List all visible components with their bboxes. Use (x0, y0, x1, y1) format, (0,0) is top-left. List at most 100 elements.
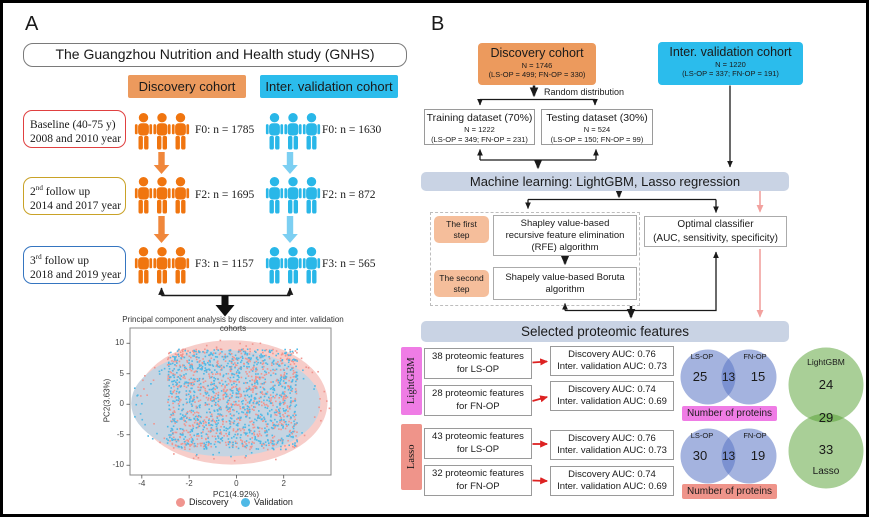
venn1-left-label: LS-OP (690, 352, 714, 361)
y-axis-tick-label: 0 (119, 399, 124, 409)
y-axis-tick-label: 10 (115, 338, 124, 348)
stage-box-followup3: 3rd follow up 2018 and 2019 year (23, 246, 126, 284)
box-n: N = 1746 (521, 61, 553, 70)
venn1-caption: Number of proteins (682, 406, 777, 421)
optimal-classifier-box: Optimal classifier (AUC, sensitivity, sp… (644, 216, 787, 247)
classifier-line2: (AUC, sensitivity, specificity) (653, 232, 778, 244)
feature-count: 32 proteomic features (432, 468, 524, 479)
box-title: Testing dataset (30%) (546, 112, 648, 124)
box-n: N = 1220 (715, 60, 746, 69)
feature-target: for LS-OP (456, 443, 500, 455)
x-axis-tick-label: -4 (138, 479, 146, 488)
venn-models-top-count: 24 (818, 377, 834, 392)
selected-features-bar: Selected proteomic features (421, 321, 789, 342)
x-axis-tick-label: -2 (185, 479, 193, 488)
venn-models-overlap-count: 29 (818, 410, 834, 425)
venn2-left-label: LS-OP (690, 431, 714, 440)
people-validation-f2-icon (265, 177, 321, 214)
auc-box-3: Discovery AUC: 0.76 Inter. validation AU… (550, 430, 674, 460)
validation-cohort-box: Inter. validation cohort N = 1220 (LS-OP… (658, 42, 803, 85)
testing-dataset-box: Testing dataset (30%) N = 524 (LS-OP = 1… (541, 109, 653, 145)
venn2-right-count: 19 (750, 448, 766, 463)
auc-validation: Inter. validation AUC: 0.73 (557, 445, 667, 456)
step1-line2: step (453, 229, 470, 240)
machine-learning-bar: Machine learning: LightGBM, Lasso regres… (421, 172, 789, 191)
converge-bracket (158, 287, 294, 297)
box-detail: (LS-OP = 499; FN-OP = 330) (488, 70, 586, 79)
stage-box-baseline: Baseline (40-75 y) 2008 and 2010 year (23, 110, 126, 148)
y-axis-tick-label: -10 (112, 460, 124, 470)
discovery-f0-count: F0: n = 1785 (195, 124, 255, 136)
panelb-connectors (477, 85, 733, 319)
auc-discovery: Discovery AUC: 0.74 (568, 468, 656, 480)
box-title: Discovery cohort (490, 46, 584, 60)
venn1-overlap-count: 13 (721, 370, 736, 384)
step2-box: The second step (434, 270, 489, 297)
venn1-left-count: 25 (692, 369, 708, 384)
auc-box-4: Discovery AUC: 0.74 Inter. validation AU… (550, 466, 674, 496)
axis-tick-marks (126, 342, 285, 479)
stage-line2: 2008 and 2010 year (30, 133, 122, 146)
people-validation-f3-icon (265, 247, 321, 284)
people-discovery-f0-icon (134, 113, 190, 150)
pca-title: Principal component analysis by discover… (122, 315, 344, 333)
venn-models-bottom-label: Lasso (812, 466, 840, 477)
auc-discovery: Discovery AUC: 0.76 (568, 432, 656, 444)
boruta-line1: Shapely value-based Boruta (505, 271, 625, 283)
y-axis-tick-label: 5 (119, 368, 124, 378)
venn-models (788, 347, 864, 489)
legend-discovery-label: Discovery (189, 497, 229, 507)
venn-lightgbm-proteins (680, 349, 777, 405)
feature-target: for FN-OP (456, 400, 500, 412)
auc-box-1: Discovery AUC: 0.76 Inter. validation AU… (550, 346, 674, 376)
legend-validation-label: Validation (254, 497, 293, 507)
x-axis-tick-label: 2 (281, 479, 286, 488)
lasso-row-label: Lasso (401, 424, 422, 490)
stage-line1: Baseline (40-75 y) (30, 118, 116, 131)
panel-a-label: A (25, 13, 39, 35)
venn1-right-label: FN-OP (743, 352, 767, 361)
people-validation-f0-icon (265, 113, 321, 150)
venn-lasso-proteins (680, 428, 777, 484)
training-dataset-box: Training dataset (70%) N = 1222 (LS-OP =… (424, 109, 535, 145)
box-title: Training dataset (70%) (426, 112, 533, 124)
rfe-algorithm-box: Shapley value-based recursive feature el… (493, 215, 637, 256)
discovery-cohort-header: Discovery cohort (128, 75, 246, 98)
auc-discovery: Discovery AUC: 0.74 (568, 383, 656, 395)
step1-box: The first step (434, 216, 489, 243)
rfe-line1: Shapley value-based (520, 217, 610, 229)
box-detail: (LS-OP = 349; FN-OP = 231) (431, 134, 528, 144)
discovery-flow-arrows (153, 152, 170, 243)
box-n: N = 524 (583, 125, 611, 134)
feature-count-box-3: 43 proteomic features for LS-OP (424, 428, 532, 459)
box-n: N = 1222 (464, 125, 495, 134)
x-axis-tick-label: 0 (234, 479, 239, 488)
box-detail: (LS-OP = 337; FN-OP = 191) (682, 69, 779, 78)
study-title: The Guangzhou Nutrition and Health study… (23, 43, 407, 67)
discovery-f2-count: F2: n = 1695 (195, 189, 255, 201)
legend-validation-dot (241, 498, 250, 507)
venn2-caption: Number of proteins (682, 484, 777, 499)
connector-layer (126, 85, 864, 489)
discovery-f3-count: F3: n = 1157 (195, 258, 254, 270)
boruta-line2: algorithm (545, 283, 585, 295)
feature-count-box-1: 38 proteomic features for LS-OP (424, 348, 532, 379)
validation-cohort-header: Inter. validation cohort (260, 75, 398, 98)
auc-validation: Inter. validation AUC: 0.69 (557, 396, 667, 407)
stage-box-followup2: 2nd follow up 2014 and 2017 year (23, 177, 126, 215)
venn1-right-count: 15 (750, 369, 766, 384)
panel-b-label: B (431, 13, 445, 35)
discovery-cohort-box: Discovery cohort N = 1746 (LS-OP = 499; … (478, 43, 596, 85)
venn2-left-count: 30 (692, 448, 708, 463)
boruta-algorithm-box: Shapely value-based Boruta algorithm (493, 267, 637, 300)
stage-line2: 2014 and 2017 year (30, 200, 122, 213)
box-title: Inter. validation cohort (669, 45, 792, 59)
random-distribution-label: Random distribution (544, 87, 625, 97)
classifier-line1: Optimal classifier (677, 219, 754, 230)
step1-line1: The first (446, 219, 477, 229)
y-axis-tick-label: -5 (116, 429, 124, 439)
box-detail: (LS-OP = 150; FN-OP = 99) (550, 134, 644, 144)
venn2-overlap-count: 13 (721, 449, 736, 463)
scatter-points (133, 339, 331, 462)
